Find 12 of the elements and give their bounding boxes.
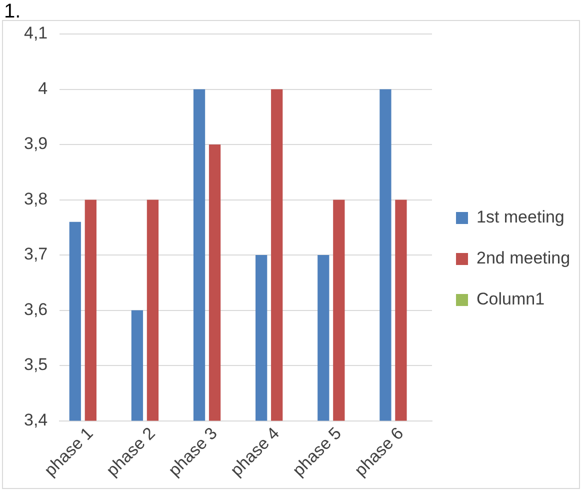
y-tick-label: 3,8 [24,189,48,208]
text: 1. [4,0,21,23]
y-tick-label: 3,9 [24,134,48,154]
y-tick-label: 3,5 [24,355,48,374]
y-tick-label: 3,6 [24,300,48,319]
y-tick-label: 3,4 [24,410,48,430]
y-tick-label: 4,1 [24,24,48,43]
legend-label: Column1 [476,290,545,309]
y-tick-label: 3,7 [24,244,48,264]
legend-label: 1st meeting [476,208,564,227]
legend-label: 2nd meeting [476,248,570,268]
y-tick-label: 4 [38,78,48,98]
